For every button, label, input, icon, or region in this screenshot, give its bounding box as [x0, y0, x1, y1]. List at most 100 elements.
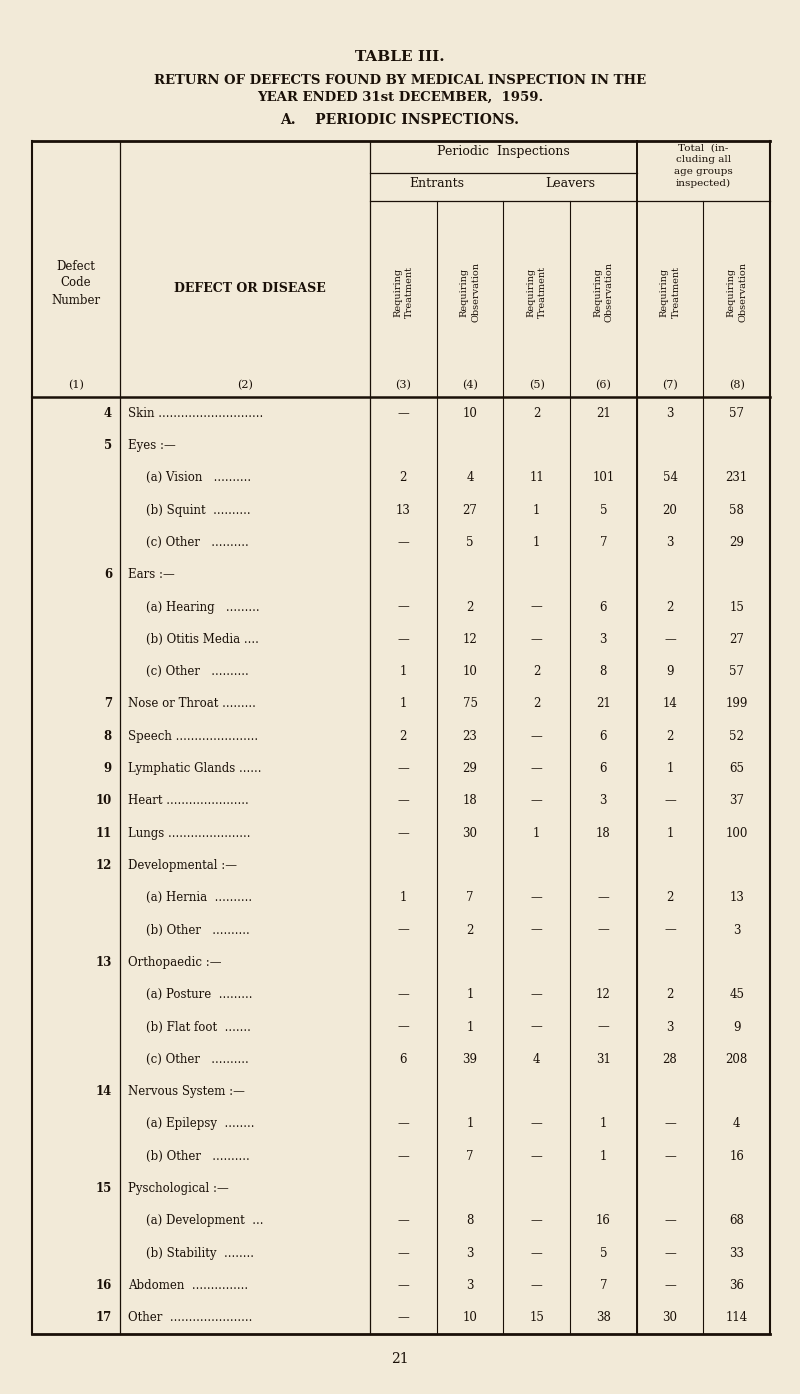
- Text: 8: 8: [600, 665, 607, 677]
- Text: 208: 208: [726, 1052, 748, 1066]
- Text: Requiring
Observation: Requiring Observation: [593, 262, 614, 322]
- Text: —: —: [530, 1214, 542, 1227]
- Text: 28: 28: [662, 1052, 678, 1066]
- Text: 5: 5: [104, 439, 112, 452]
- Text: Other  ......................: Other ......................: [128, 1312, 252, 1324]
- Text: —: —: [530, 1150, 542, 1163]
- Text: 18: 18: [596, 827, 610, 839]
- Text: 1: 1: [600, 1118, 607, 1131]
- Text: (8): (8): [729, 379, 745, 390]
- Text: 29: 29: [462, 763, 478, 775]
- Text: (1): (1): [68, 379, 84, 390]
- Text: Defect
Code
Number: Defect Code Number: [51, 259, 101, 307]
- Text: —: —: [530, 633, 542, 645]
- Text: 3: 3: [599, 795, 607, 807]
- Text: Developmental :—: Developmental :—: [128, 859, 237, 873]
- Text: —: —: [530, 1246, 542, 1260]
- Text: 3: 3: [666, 407, 674, 420]
- Text: 1: 1: [400, 891, 407, 905]
- Text: 2: 2: [400, 471, 407, 484]
- Text: (7): (7): [662, 379, 678, 390]
- Text: 3: 3: [466, 1280, 474, 1292]
- Text: 16: 16: [730, 1150, 744, 1163]
- Text: —: —: [530, 601, 542, 613]
- Text: 27: 27: [462, 503, 478, 517]
- Text: 29: 29: [730, 535, 744, 549]
- Text: Lymphatic Glands ......: Lymphatic Glands ......: [128, 763, 262, 775]
- Text: 2: 2: [533, 697, 540, 711]
- Text: 31: 31: [596, 1052, 610, 1066]
- Text: —: —: [398, 827, 410, 839]
- Text: (c) Other   ..........: (c) Other ..........: [146, 665, 249, 677]
- Text: 1: 1: [466, 988, 474, 1001]
- Text: Eyes :—: Eyes :—: [128, 439, 176, 452]
- Text: 36: 36: [729, 1280, 744, 1292]
- Text: 8: 8: [466, 1214, 474, 1227]
- Text: 68: 68: [730, 1214, 744, 1227]
- Text: —: —: [530, 729, 542, 743]
- Text: 17: 17: [96, 1312, 112, 1324]
- Text: —: —: [530, 763, 542, 775]
- Text: 5: 5: [599, 503, 607, 517]
- Text: Lungs ......................: Lungs ......................: [128, 827, 250, 839]
- Text: (a) Posture  .........: (a) Posture .........: [146, 988, 253, 1001]
- Text: 45: 45: [729, 988, 744, 1001]
- Text: —: —: [664, 795, 676, 807]
- Text: 5: 5: [599, 1246, 607, 1260]
- Text: 37: 37: [729, 795, 744, 807]
- Text: 2: 2: [666, 729, 674, 743]
- Text: 21: 21: [596, 697, 610, 711]
- Text: (a) Development  ...: (a) Development ...: [146, 1214, 263, 1227]
- Text: 6: 6: [599, 763, 607, 775]
- Text: 8: 8: [104, 729, 112, 743]
- Text: 12: 12: [462, 633, 478, 645]
- Text: —: —: [530, 891, 542, 905]
- Text: Entrants: Entrants: [409, 177, 464, 190]
- Text: —: —: [664, 1246, 676, 1260]
- Text: Leavers: Leavers: [545, 177, 595, 190]
- Text: 14: 14: [662, 697, 678, 711]
- Text: —: —: [598, 924, 610, 937]
- Text: 12: 12: [596, 988, 610, 1001]
- Text: 7: 7: [466, 891, 474, 905]
- Text: 7: 7: [466, 1150, 474, 1163]
- Text: (b) Other   ..........: (b) Other ..........: [146, 924, 250, 937]
- Text: —: —: [530, 795, 542, 807]
- Text: 14: 14: [96, 1085, 112, 1098]
- Text: 54: 54: [662, 471, 678, 484]
- Text: 2: 2: [466, 924, 474, 937]
- Text: 13: 13: [96, 956, 112, 969]
- Text: —: —: [398, 1214, 410, 1227]
- Text: 27: 27: [730, 633, 744, 645]
- Text: 2: 2: [533, 665, 540, 677]
- Text: 1: 1: [533, 827, 540, 839]
- Text: 20: 20: [662, 503, 678, 517]
- Text: —: —: [398, 1118, 410, 1131]
- Text: (a) Hearing   .........: (a) Hearing .........: [146, 601, 260, 613]
- Text: Requiring
Observation: Requiring Observation: [459, 262, 480, 322]
- Text: 6: 6: [599, 601, 607, 613]
- Text: 4: 4: [533, 1052, 541, 1066]
- Text: —: —: [398, 988, 410, 1001]
- Text: —: —: [530, 1118, 542, 1131]
- Text: —: —: [664, 1118, 676, 1131]
- Text: 11: 11: [96, 827, 112, 839]
- Text: 52: 52: [730, 729, 744, 743]
- Text: 4: 4: [104, 407, 112, 420]
- Text: 75: 75: [462, 697, 478, 711]
- Text: —: —: [664, 1280, 676, 1292]
- Text: —: —: [398, 601, 410, 613]
- Text: 15: 15: [730, 601, 744, 613]
- Text: (2): (2): [237, 379, 253, 390]
- Text: 3: 3: [666, 1020, 674, 1033]
- Text: 1: 1: [533, 503, 540, 517]
- Text: 9: 9: [733, 1020, 741, 1033]
- Text: 3: 3: [466, 1246, 474, 1260]
- Text: —: —: [398, 1020, 410, 1033]
- Text: 2: 2: [666, 601, 674, 613]
- Text: —: —: [398, 795, 410, 807]
- Text: 1: 1: [600, 1150, 607, 1163]
- Text: —: —: [598, 891, 610, 905]
- Text: 21: 21: [596, 407, 610, 420]
- Text: 13: 13: [396, 503, 410, 517]
